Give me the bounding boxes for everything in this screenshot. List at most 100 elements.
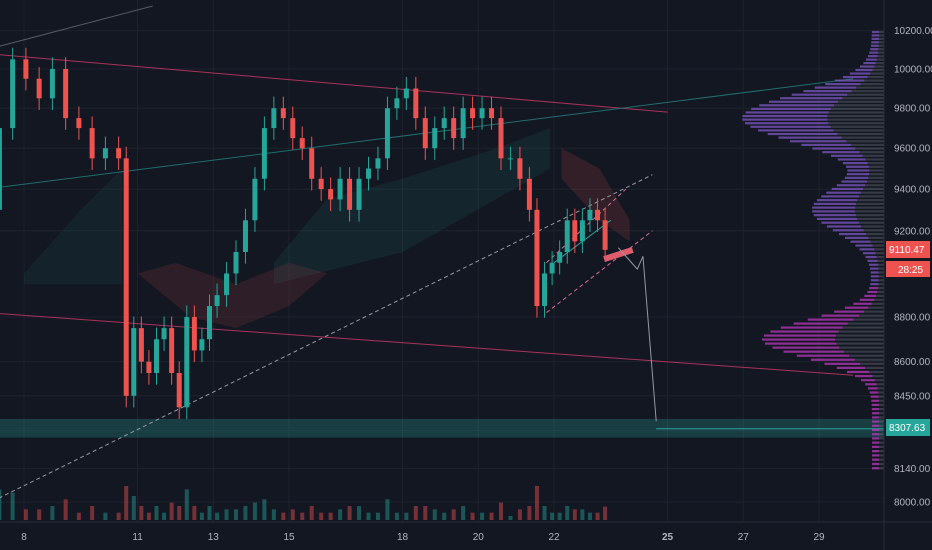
- profile-bar-active: [745, 111, 829, 114]
- profile-bar-rest: [874, 65, 884, 68]
- profile-bar-active: [860, 379, 875, 382]
- candle-body: [0, 128, 2, 210]
- volume-bar: [338, 509, 343, 520]
- profile-bar-active: [871, 420, 880, 423]
- profile-bar-active: [836, 184, 866, 187]
- profile-bar-rest: [839, 346, 884, 349]
- profile-bar-rest: [864, 310, 884, 313]
- volume-bar: [542, 506, 547, 520]
- candle-body: [460, 108, 466, 139]
- candle-body: [224, 273, 230, 296]
- profile-bar-active: [855, 68, 873, 72]
- profile-bar-active: [871, 407, 880, 411]
- volume-bar: [199, 512, 204, 520]
- profile-bar-active: [865, 58, 877, 61]
- candle-body: [356, 178, 362, 210]
- profile-bar-active: [869, 286, 879, 290]
- volume-bar: [37, 509, 42, 520]
- profile-bar-rest: [879, 416, 884, 419]
- profile-bar-active: [870, 48, 879, 51]
- profile-bar-rest: [847, 322, 884, 325]
- profile-bar-rest: [857, 199, 884, 202]
- time-tick-label: 8: [21, 532, 27, 543]
- profile-bar-active: [859, 248, 875, 251]
- profile-bar-active: [867, 387, 878, 390]
- profile-bar-active: [849, 72, 871, 75]
- profile-bar-active: [871, 441, 880, 444]
- time-tick-label: 20: [473, 532, 485, 543]
- profile-bar-rest: [876, 294, 884, 298]
- candle-body: [242, 220, 248, 253]
- profile-bar-active: [826, 225, 862, 228]
- candle-body: [309, 148, 315, 179]
- profile-bar-active: [763, 334, 836, 337]
- candle-body: [432, 128, 438, 149]
- profile-bar-active: [807, 318, 854, 321]
- profile-bar-rest: [867, 162, 884, 165]
- profile-bar-rest: [828, 111, 884, 114]
- profile-bar-rest: [874, 379, 884, 382]
- support-zone-band: [0, 418, 884, 438]
- volume-bar: [534, 486, 539, 520]
- profile-bar-rest: [879, 424, 884, 427]
- volume-bar: [243, 506, 248, 520]
- profile-bar-rest: [855, 202, 884, 205]
- volume-bar: [508, 516, 513, 520]
- profile-bar-active: [796, 354, 850, 357]
- profile-bar-rest: [847, 93, 884, 96]
- profile-bar-rest: [872, 68, 884, 72]
- profile-bar-rest: [879, 433, 884, 436]
- volume-bar: [262, 499, 267, 520]
- profile-bar-rest: [879, 445, 884, 448]
- profile-bar-rest: [879, 37, 884, 40]
- cloud-red-2: [561, 148, 630, 242]
- candle-body: [595, 209, 601, 221]
- candle-body: [602, 220, 608, 250]
- profile-bar-rest: [879, 420, 884, 423]
- candle-body: [375, 158, 381, 169]
- volume-bar: [271, 509, 276, 520]
- profile-bar-rest: [877, 263, 884, 266]
- price-tick-label: 8000.00: [894, 498, 931, 509]
- profile-bar-rest: [867, 75, 884, 79]
- profile-bar-rest: [863, 229, 884, 232]
- profile-bar-active: [801, 143, 851, 146]
- profile-bar-rest: [860, 191, 884, 194]
- profile-bar-active: [871, 403, 880, 407]
- candle-body: [299, 138, 305, 149]
- candle-body: [102, 148, 108, 159]
- candle-body: [451, 118, 457, 139]
- time-axis[interactable]: 8 11 13 15 18 20 22 25 27 29: [21, 532, 825, 543]
- level-label: 8307.63: [889, 423, 926, 434]
- profile-bar-active: [821, 195, 859, 198]
- profile-bar-rest: [870, 72, 884, 75]
- candle-body: [572, 220, 578, 242]
- current-price-label: 9110.47: [889, 245, 925, 256]
- profile-bar-active: [751, 107, 831, 110]
- profile-bar-rest: [878, 283, 884, 286]
- volume-bar: [470, 512, 475, 520]
- profile-bar-active: [872, 462, 880, 466]
- profile-bar-active: [842, 162, 868, 165]
- candle-body: [422, 118, 428, 149]
- current-price-badge: 9110.47 28:25: [886, 241, 930, 277]
- price-tick-label: 8450.00: [894, 391, 931, 402]
- profile-bar-active: [855, 374, 873, 378]
- profile-bar-active: [836, 366, 866, 369]
- volume-bar: [451, 509, 456, 520]
- profile-bar-active: [750, 125, 831, 128]
- volume-bar: [565, 506, 570, 520]
- profile-bar-active: [870, 283, 879, 286]
- profile-bar-active: [869, 267, 879, 270]
- profile-bar-rest: [850, 143, 884, 146]
- volume-bar: [603, 506, 608, 520]
- profile-bar-rest: [834, 104, 884, 107]
- candle-body: [214, 295, 220, 307]
- profile-bar-rest: [868, 306, 884, 309]
- candle-body: [517, 158, 523, 179]
- profile-bar-active: [865, 383, 877, 386]
- profile-bar-rest: [879, 458, 884, 461]
- volume-bar: [375, 512, 380, 520]
- candles: [0, 47, 608, 420]
